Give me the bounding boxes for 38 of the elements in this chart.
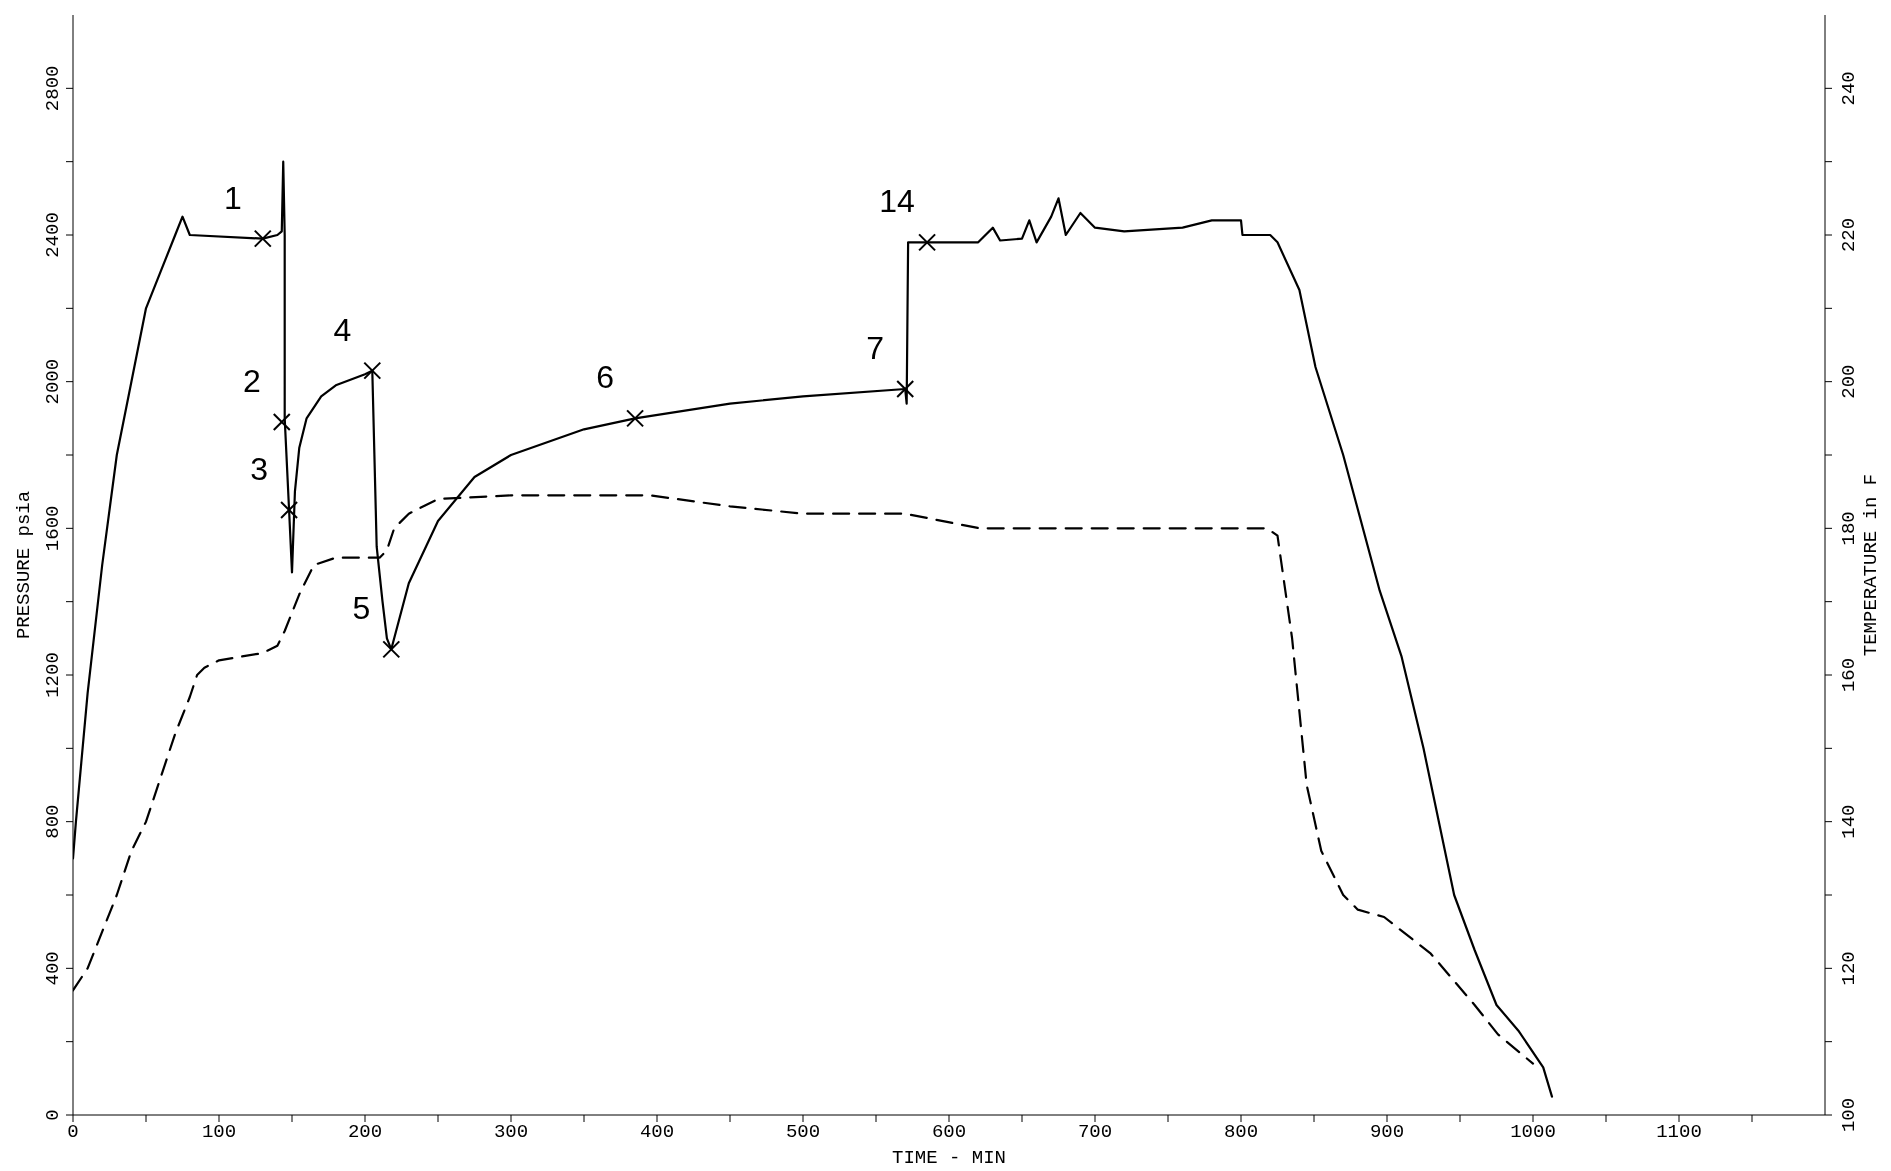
y-tick-label: 2400 bbox=[42, 212, 64, 258]
y2-tick-label: 200 bbox=[1838, 364, 1860, 399]
y2-tick-label: 240 bbox=[1838, 71, 1860, 106]
y2-tick-label: 120 bbox=[1838, 951, 1860, 986]
annotation: 1 bbox=[223, 179, 242, 216]
y-tick-label: 1600 bbox=[42, 505, 64, 552]
x-tick-label: 1000 bbox=[1510, 1121, 1556, 1144]
x-tick-label: 200 bbox=[347, 1121, 383, 1144]
annotation: 6 bbox=[596, 359, 614, 396]
y-tick-label: 800 bbox=[42, 804, 64, 839]
x-axis-title: TIME - MIN bbox=[891, 1147, 1007, 1169]
x-tick-label: 400 bbox=[639, 1121, 675, 1144]
y-tick-label: 2000 bbox=[42, 358, 64, 405]
x-tick-label: 300 bbox=[493, 1121, 529, 1144]
y-tick-label: 1200 bbox=[42, 652, 64, 698]
annotation: 7 bbox=[866, 330, 885, 366]
annotation: 3 bbox=[250, 451, 268, 487]
y-tick-label: 2800 bbox=[42, 65, 64, 112]
x-tick-label: 100 bbox=[201, 1121, 237, 1144]
annotation: 4 bbox=[333, 311, 352, 348]
x-tick-label: 700 bbox=[1077, 1121, 1113, 1144]
x-tick-label: 500 bbox=[785, 1121, 821, 1144]
x-tick-label: 0 bbox=[67, 1121, 79, 1144]
y2-tick-label: 140 bbox=[1838, 804, 1860, 839]
annotation: 2 bbox=[242, 363, 261, 399]
x-tick-label: 600 bbox=[931, 1121, 967, 1144]
x-tick-label: 1100 bbox=[1656, 1121, 1702, 1144]
y2-tick-label: 220 bbox=[1838, 217, 1860, 253]
x-tick-label: 900 bbox=[1369, 1121, 1405, 1144]
y-tick-label: 400 bbox=[42, 951, 64, 986]
annotation: 14 bbox=[879, 183, 915, 220]
y2-axis-title: TEMPERATURE in F bbox=[1859, 473, 1882, 657]
y2-tick-label: 180 bbox=[1838, 511, 1860, 546]
x-tick-label: 800 bbox=[1223, 1121, 1259, 1144]
annotation: 5 bbox=[352, 590, 371, 627]
y2-tick-label: 160 bbox=[1838, 657, 1860, 693]
y-axis-title: PRESSURE psia bbox=[12, 490, 35, 640]
y-tick-label: 0 bbox=[42, 1109, 64, 1121]
